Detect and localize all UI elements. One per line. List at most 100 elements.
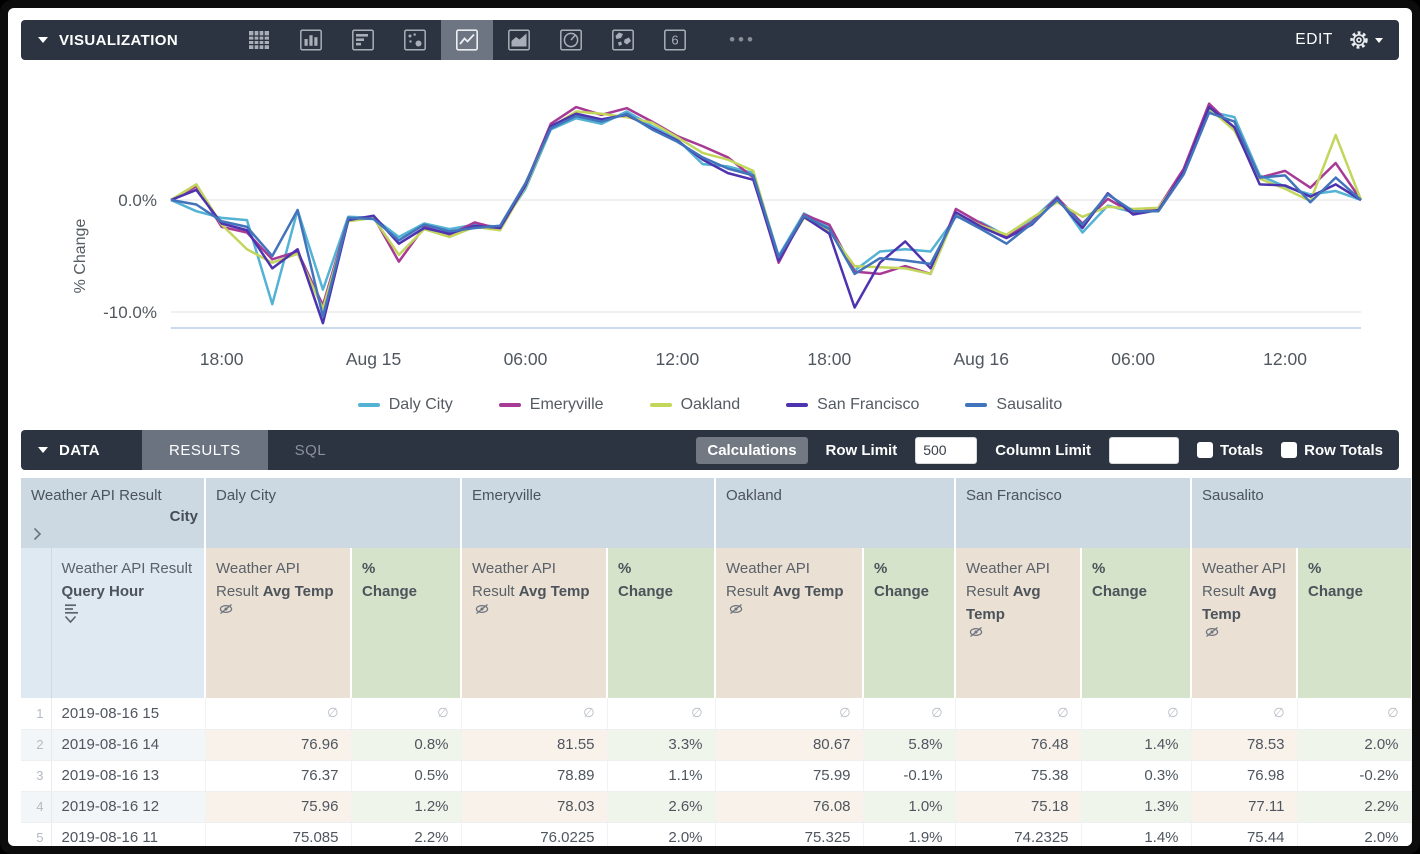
avg-temp-cell: ∅ bbox=[715, 698, 864, 730]
avg-temp-cell: 75.44 bbox=[1191, 822, 1298, 846]
chart-type-column-button[interactable] bbox=[285, 20, 337, 60]
data-collapse-toggle[interactable]: DATA bbox=[21, 442, 100, 459]
measure-header-percent-change[interactable]: % Change bbox=[349, 548, 462, 698]
percent-change-cell: 1.3% bbox=[1081, 791, 1192, 823]
chart-type-map-button[interactable] bbox=[597, 20, 649, 60]
percent-change-cell: 1.4% bbox=[1081, 729, 1192, 761]
totals-checkbox-group[interactable]: Totals bbox=[1197, 442, 1263, 459]
series-line-emeryville[interactable] bbox=[170, 102, 1363, 307]
x-tick-label: 12:00 bbox=[1263, 349, 1307, 369]
pivot-value-header-sausalito[interactable]: Sausalito bbox=[1190, 478, 1412, 548]
x-tick-label: 06:00 bbox=[1111, 349, 1155, 369]
avg-temp-cell: ∅ bbox=[1191, 698, 1298, 730]
caret-down-icon bbox=[1375, 37, 1383, 43]
legend-swatch bbox=[498, 403, 521, 407]
chevron-down-icon[interactable] bbox=[64, 615, 77, 624]
x-tick-label: 18:00 bbox=[200, 349, 244, 369]
percent-change-cell: 1.9% bbox=[863, 822, 956, 846]
series-line-sausalito[interactable] bbox=[170, 111, 1362, 318]
row-number: 3 bbox=[21, 760, 52, 792]
chevron-right-icon bbox=[33, 527, 42, 541]
row-totals-checkbox-group[interactable]: Row Totals bbox=[1281, 442, 1383, 459]
hidden-eye-icon bbox=[1205, 627, 1219, 637]
chart-type-pie-button[interactable] bbox=[545, 20, 597, 60]
tab-sql[interactable]: SQL bbox=[294, 441, 327, 459]
row-number: 1 bbox=[21, 698, 52, 730]
measure-header-percent-change[interactable]: % Change bbox=[606, 548, 716, 698]
sort-icon bbox=[64, 604, 78, 614]
measure-header-avg-temp[interactable]: Weather API Result Avg Temp bbox=[954, 548, 1082, 698]
table-row: 3 2019-08-16 13 76.37 0.5% 78.89 1.1% 75.99 -0.… bbox=[21, 760, 1412, 792]
measure-header-percent-change[interactable]: % Change bbox=[862, 548, 956, 698]
more-chart-types-button[interactable]: ••• bbox=[729, 30, 756, 49]
percent-change-cell: 1.2% bbox=[351, 791, 462, 823]
y-tick-label: 0.0% bbox=[118, 191, 157, 210]
legend-swatch bbox=[649, 403, 672, 407]
legend-label: Emeryville bbox=[529, 396, 604, 413]
pivot-value-header-emeryville[interactable]: Emeryville bbox=[460, 478, 716, 548]
measure-header-avg-temp[interactable]: Weather API Result Avg Temp bbox=[204, 548, 351, 698]
edit-button[interactable]: EDIT bbox=[1295, 31, 1333, 48]
visualization-bar: VISUALIZATION 6 ••• EDIT bbox=[21, 20, 1399, 60]
hidden-eye-icon bbox=[475, 604, 489, 614]
percent-change-cell: ∅ bbox=[1081, 698, 1192, 730]
scatter-chart-icon bbox=[404, 29, 427, 51]
percent-change-cell: ∅ bbox=[863, 698, 956, 730]
avg-temp-cell: 76.48 bbox=[955, 729, 1082, 761]
pivot-value-header-oakland[interactable]: Oakland bbox=[714, 478, 956, 548]
column-limit-input[interactable] bbox=[1109, 436, 1180, 464]
legend-item-oakland[interactable]: Oakland bbox=[649, 396, 740, 414]
legend-swatch bbox=[357, 403, 380, 407]
totals-checkbox[interactable] bbox=[1197, 442, 1214, 458]
series-line-daly-city[interactable] bbox=[170, 110, 1362, 306]
measure-header-avg-temp[interactable]: Weather API Result Avg Temp bbox=[460, 548, 608, 698]
percent-change-cell: 1.0% bbox=[863, 791, 956, 823]
percent-change-cell: -0.2% bbox=[1297, 760, 1412, 792]
legend-swatch bbox=[786, 403, 809, 407]
measure-header-percent-change[interactable]: % Change bbox=[1080, 548, 1192, 698]
caret-down-icon bbox=[38, 447, 48, 453]
avg-temp-cell: 76.0225 bbox=[461, 822, 608, 846]
dimension-header-query-hour[interactable]: Weather API Result Query Hour bbox=[51, 548, 205, 698]
legend-item-san-francisco[interactable]: San Francisco bbox=[786, 396, 919, 414]
measure-header-avg-temp[interactable]: Weather API Result Avg Temp bbox=[714, 548, 864, 698]
hidden-eye-icon bbox=[729, 604, 743, 614]
series-line-oakland[interactable] bbox=[170, 106, 1363, 310]
gear-icon bbox=[1350, 31, 1368, 49]
legend-label: Daly City bbox=[388, 396, 453, 413]
chart-type-table-button[interactable] bbox=[233, 20, 285, 60]
percent-change-cell: 2.0% bbox=[607, 822, 716, 846]
legend-label: San Francisco bbox=[817, 396, 920, 413]
row-totals-checkbox[interactable] bbox=[1281, 442, 1298, 458]
chart-type-single-value-button[interactable]: 6 bbox=[649, 20, 701, 60]
chart-type-strip: 6 bbox=[233, 20, 701, 60]
single-value-icon: 6 bbox=[664, 29, 687, 51]
measure-header-avg-temp[interactable]: Weather API Result Avg Temp bbox=[1190, 548, 1298, 698]
x-tick-label: Aug 15 bbox=[346, 349, 401, 369]
legend-item-sausalito[interactable]: Sausalito bbox=[965, 396, 1062, 414]
percent-change-cell: 5.8% bbox=[863, 729, 956, 761]
chart-type-line-button[interactable] bbox=[441, 20, 494, 60]
calculations-button[interactable]: Calculations bbox=[696, 436, 808, 464]
totals-label: Totals bbox=[1220, 441, 1264, 459]
legend-item-daly-city[interactable]: Daly City bbox=[357, 396, 453, 414]
chart-type-area-button[interactable] bbox=[493, 20, 545, 60]
legend-item-emeryville[interactable]: Emeryville bbox=[498, 396, 604, 414]
settings-gear-button[interactable] bbox=[1347, 28, 1383, 52]
pivot-value-header-san-francisco[interactable]: San Francisco bbox=[954, 478, 1192, 548]
line-chart-icon bbox=[456, 29, 479, 51]
chart-type-scatter-button[interactable] bbox=[389, 20, 441, 60]
column-chart-icon bbox=[300, 29, 323, 51]
pivot-value-header-daly-city[interactable]: Daly City bbox=[203, 478, 462, 548]
table-row: 4 2019-08-16 12 75.96 1.2% 78.03 2.6% 76.08 1.0… bbox=[21, 791, 1412, 823]
avg-temp-cell: 75.325 bbox=[715, 822, 864, 846]
tab-results[interactable]: RESULTS bbox=[142, 430, 268, 470]
row-totals-label: Row Totals bbox=[1304, 441, 1383, 459]
measure-header-percent-change[interactable]: % Change bbox=[1296, 548, 1412, 698]
pivot-field-header[interactable]: Weather API Result City bbox=[21, 478, 205, 548]
chart-type-bar-button[interactable] bbox=[337, 20, 389, 60]
percent-change-cell: 3.3% bbox=[607, 729, 716, 761]
row-limit-input[interactable] bbox=[915, 436, 978, 464]
visualization-collapse-toggle[interactable]: VISUALIZATION bbox=[21, 32, 178, 49]
area-chart-icon bbox=[508, 29, 531, 51]
